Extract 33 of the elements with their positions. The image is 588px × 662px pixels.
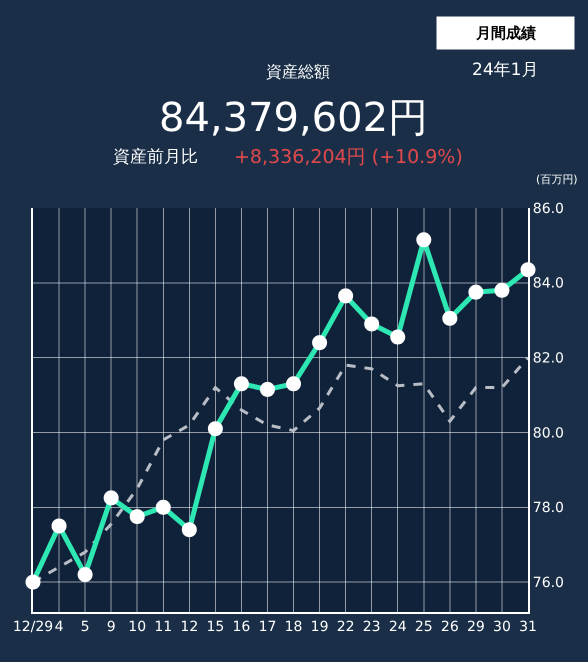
y-tick-label: 76.0 <box>532 574 564 591</box>
x-tick-label: 18 <box>284 618 302 635</box>
x-tick-label: 30 <box>493 618 511 635</box>
x-tick-label: 23 <box>362 618 381 635</box>
y-tick-label: 82.0 <box>532 350 564 367</box>
y-axis-title: (百万円) <box>536 173 578 186</box>
x-tick-label: 12 <box>180 618 198 635</box>
x-tick-label: 29 <box>466 618 485 635</box>
x-tick-label: 26 <box>440 618 459 635</box>
x-tick-label: 16 <box>232 618 250 635</box>
text: 24年1月 <box>472 60 538 80</box>
x-tick-label: 22 <box>336 618 355 635</box>
x-tick-label: 5 <box>80 618 90 635</box>
x-tick-label: 12/29 <box>12 618 54 635</box>
x-tick-label: 24 <box>388 618 407 635</box>
x-tick-label: 15 <box>206 618 224 635</box>
text: 84,379,602円 <box>159 95 428 141</box>
text: 資産前月比 <box>113 147 198 167</box>
text: 資産総額 <box>266 62 330 81</box>
text: +8,336,204円 (+10.9%) <box>234 146 463 168</box>
text: 月間成績 <box>475 24 536 42</box>
x-tick-label: 17 <box>258 618 276 635</box>
x-tick-label: 25 <box>414 618 433 635</box>
x-tick-label: 31 <box>519 618 537 635</box>
y-tick-label: 80.0 <box>532 425 564 442</box>
y-tick-label: 84.0 <box>532 276 564 292</box>
x-tick-label: 9 <box>106 618 116 635</box>
y-tick-label: 78.0 <box>532 500 564 516</box>
y-tick-label: 86.0 <box>532 200 564 217</box>
x-tick-label: 11 <box>154 618 172 635</box>
x-tick-label: 19 <box>310 618 328 635</box>
x-tick-label: 4 <box>54 618 64 635</box>
x-tick-label: 10 <box>128 618 146 635</box>
